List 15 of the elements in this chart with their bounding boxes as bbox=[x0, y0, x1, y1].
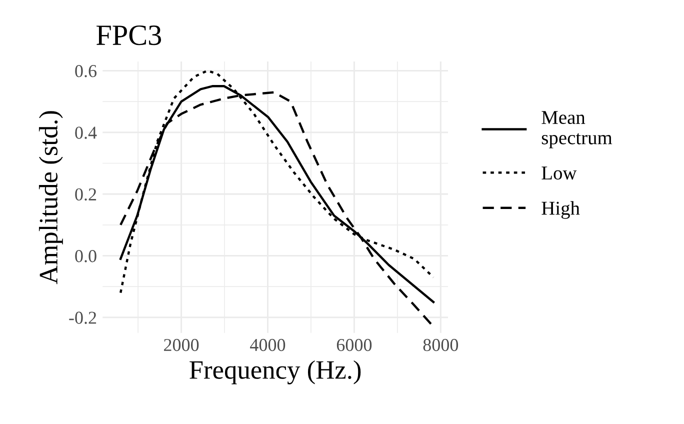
y-tick-label: 0.4 bbox=[75, 126, 97, 139]
x-axis-title: Frequency (Hz.) bbox=[190, 360, 361, 384]
x-tick-label: 2000 bbox=[164, 338, 199, 352]
legend-label: Mean spectrum bbox=[542, 111, 612, 148]
x-tick-label: 4000 bbox=[250, 338, 286, 352]
y-tick-label: 0.6 bbox=[75, 64, 97, 78]
chart-title: FPC3 bbox=[96, 26, 162, 46]
y-tick-label: 0.0 bbox=[75, 250, 96, 262]
y-tick-label: 0.2 bbox=[75, 188, 96, 201]
x-tick-label: 8000 bbox=[423, 338, 458, 352]
legend-label: Low bbox=[542, 166, 577, 180]
y-axis-title: Amplitude (std.) bbox=[38, 111, 63, 284]
legend-label: High bbox=[542, 201, 580, 219]
y-tick-label: -0.2 bbox=[69, 312, 96, 324]
x-tick-label: 6000 bbox=[336, 338, 372, 352]
